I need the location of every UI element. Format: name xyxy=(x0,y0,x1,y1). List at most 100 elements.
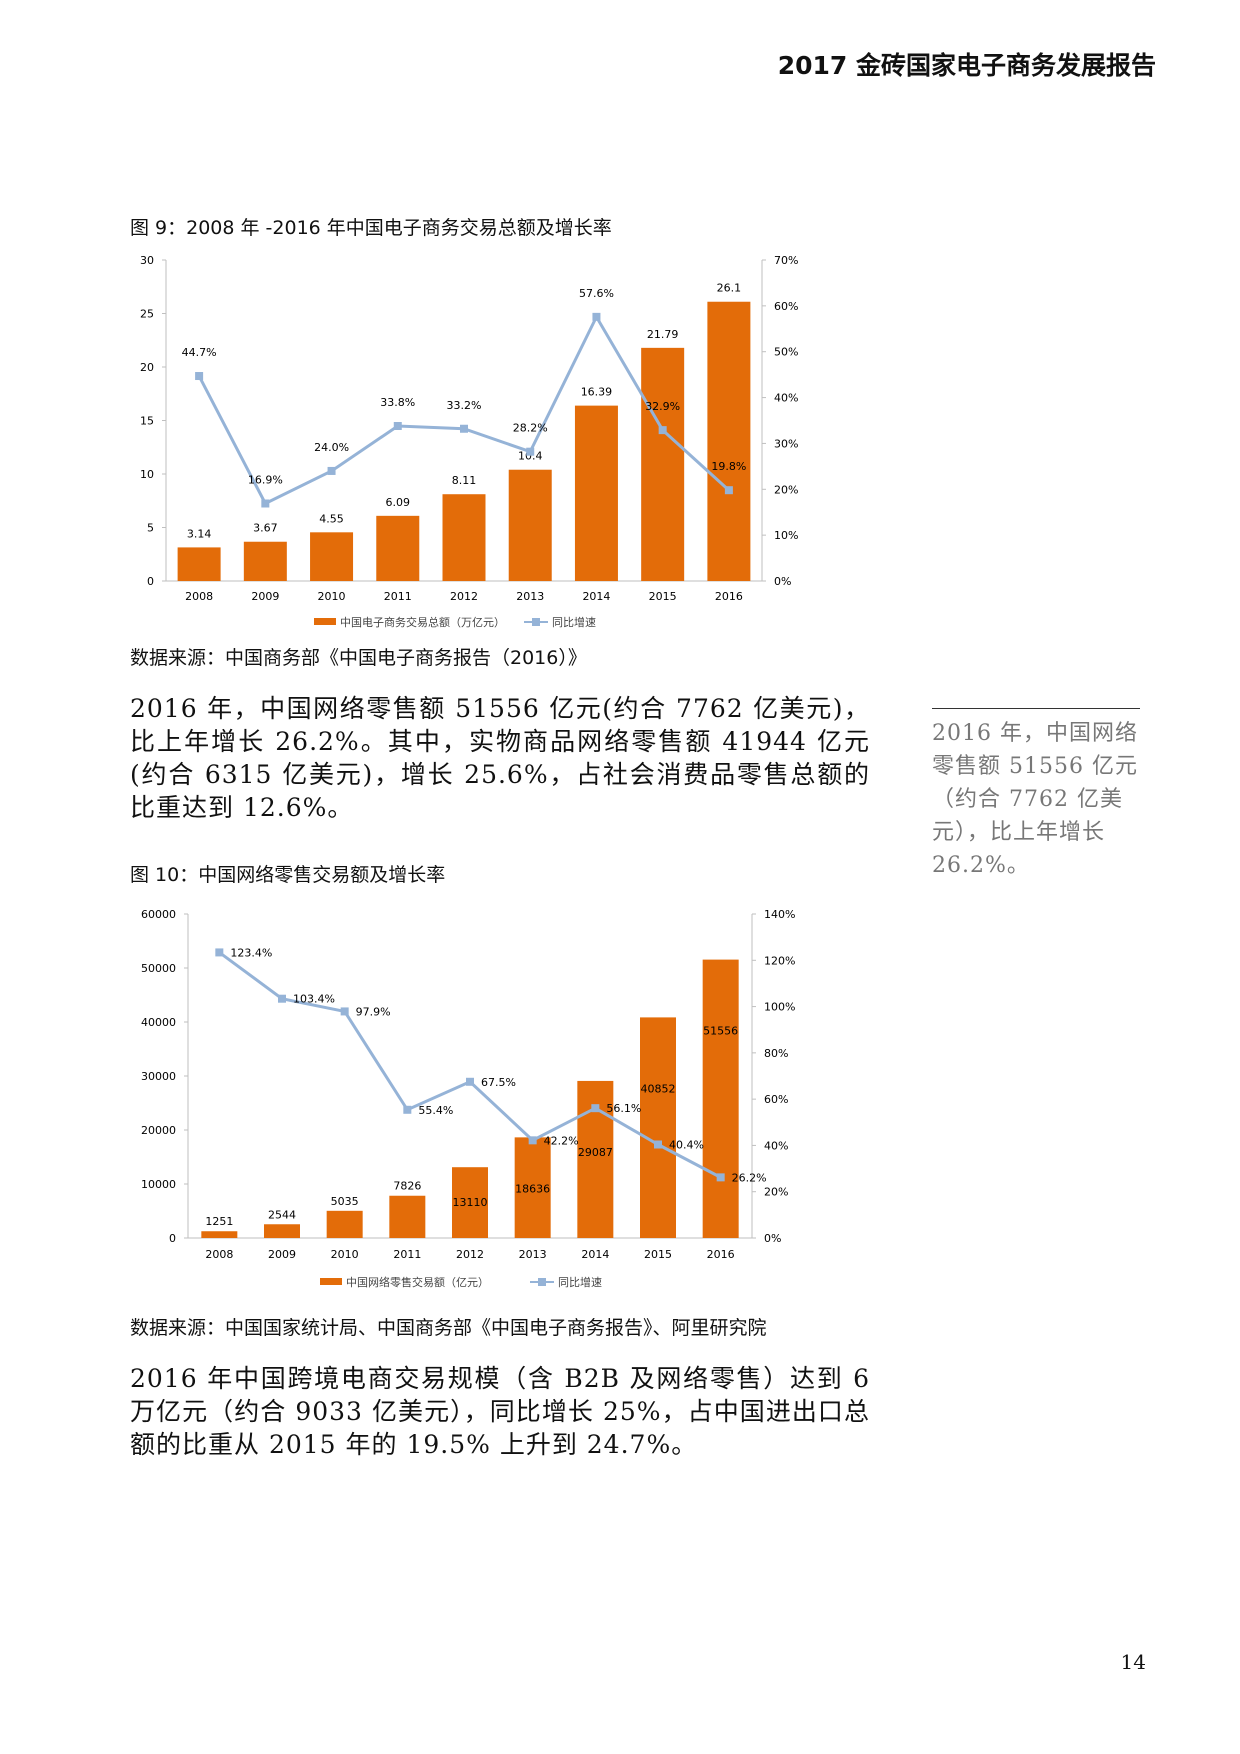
left-tick-label: 30000 xyxy=(141,1070,176,1083)
bar xyxy=(310,532,354,581)
growth-rate-point xyxy=(591,1104,600,1113)
category-label: 2008 xyxy=(185,590,213,603)
right-tick-label: 40% xyxy=(764,1139,788,1152)
bar xyxy=(326,1210,363,1238)
right-tick-label: 0% xyxy=(774,575,791,588)
bar-value-label: 26.1 xyxy=(717,282,742,295)
category-label: 2014 xyxy=(582,590,610,603)
bar-value-label: 2544 xyxy=(268,1208,296,1221)
category-label: 2016 xyxy=(707,1248,735,1261)
bar-value-label: 51556 xyxy=(703,1025,738,1038)
growth-rate-label: 97.9% xyxy=(356,1005,391,1018)
growth-rate-label: 57.6% xyxy=(579,287,614,300)
online-retail-chart: 0 10000 20000 30000 40000 50000 60000 0% 20% 40% 6… xyxy=(141,908,795,1289)
bar-value-label: 1251 xyxy=(205,1215,233,1228)
bar-value-label: 29087 xyxy=(578,1146,613,1159)
growth-rate-point xyxy=(327,466,336,475)
right-tick-label: 50% xyxy=(774,346,798,359)
bar-value-label: 3.67 xyxy=(253,522,277,535)
growth-rate-label: 123.4% xyxy=(230,946,272,959)
report-header-title: 2017 金砖国家电子商务发展报告 xyxy=(777,51,1156,80)
left-tick-label: 25 xyxy=(140,308,154,321)
bar-value-label: 5035 xyxy=(331,1195,359,1208)
growth-rate-point xyxy=(466,1077,474,1086)
growth-rate-point xyxy=(528,1136,537,1145)
category-label: 2011 xyxy=(393,1248,421,1261)
growth-rate-label: 26.2% xyxy=(732,1171,767,1184)
growth-rate-point xyxy=(393,422,402,431)
left-tick-label: 15 xyxy=(140,415,154,428)
bar xyxy=(264,1224,300,1238)
right-tick-label: 70% xyxy=(774,254,798,267)
bar xyxy=(514,1137,551,1238)
growth-rate-label: 42.2% xyxy=(544,1134,579,1147)
figure-9-caption: 图 9：2008 年 -2016 年中国电子商务交易总额及增长率 xyxy=(130,217,612,239)
bar xyxy=(389,1195,426,1238)
category-label: 2013 xyxy=(519,1248,547,1261)
legend-bar-swatch xyxy=(314,618,336,625)
left-tick-label: 10000 xyxy=(141,1178,176,1191)
bar-value-label: 18636 xyxy=(515,1183,550,1196)
growth-rate-label: 103.4% xyxy=(293,993,335,1006)
category-label: 2010 xyxy=(331,1248,359,1261)
growth-rate-label: 32.9% xyxy=(645,400,680,413)
bar xyxy=(641,347,685,581)
growth-rate-label: 67.5% xyxy=(481,1076,516,1089)
bar xyxy=(177,547,221,581)
bar-value-label: 13110 xyxy=(453,1196,488,1209)
growth-rate-label: 44.7% xyxy=(182,346,217,359)
ecommerce-volume-chart: 0 5 10 15 20 25 30 0% 10% 20% 30% 40% 50% 60% 70% 2008 2… xyxy=(140,254,798,629)
category-label: 2009 xyxy=(251,590,279,603)
bar xyxy=(640,1017,676,1238)
left-tick-label: 5 xyxy=(147,522,154,535)
left-tick-label: 0 xyxy=(169,1232,176,1245)
growth-rate-point xyxy=(592,312,601,321)
legend-bar-swatch xyxy=(320,1278,342,1285)
growth-rate-point xyxy=(278,994,286,1003)
figure-10-source: 数据来源：中国国家统计局、中国商务部《中国电子商务报告》、阿里研究院 xyxy=(130,1317,767,1339)
growth-rate-point xyxy=(261,499,270,508)
page-number: 14 xyxy=(1120,1650,1146,1674)
growth-rate-point xyxy=(215,948,224,957)
growth-rate-point xyxy=(403,1105,412,1114)
growth-rate-label: 56.1% xyxy=(606,1102,641,1115)
growth-rate-point xyxy=(654,1140,662,1149)
paragraph-cross-border: 2016 年中国跨境电商交易规模（含 B2B 及网络零售）达到 6 万亿元（约合… xyxy=(130,1364,870,1459)
category-label: 2011 xyxy=(384,590,412,603)
right-tick-label: 30% xyxy=(774,437,798,450)
bar-value-label: 6.09 xyxy=(386,496,411,509)
bar-value-label: 16.39 xyxy=(581,386,613,399)
left-tick-label: 10 xyxy=(140,468,154,481)
right-tick-label: 140% xyxy=(764,908,795,921)
right-tick-label: 120% xyxy=(764,954,795,967)
right-tick-label: 20% xyxy=(774,483,798,496)
left-tick-label: 30 xyxy=(140,254,154,267)
right-tick-label: 40% xyxy=(774,392,798,405)
right-tick-label: 0% xyxy=(764,1232,781,1245)
paragraph-online-retail: 2016 年，中国网络零售额 51556 亿元(约合 7762 亿美元)，比上年… xyxy=(130,694,870,822)
category-label: 2010 xyxy=(318,590,346,603)
right-tick-label: 100% xyxy=(764,1001,795,1014)
category-label: 2012 xyxy=(450,590,478,603)
growth-rate-point xyxy=(716,1173,725,1182)
bar-value-label: 8.11 xyxy=(452,474,477,487)
bar-value-label: 7826 xyxy=(393,1180,421,1193)
category-label: 2015 xyxy=(644,1248,672,1261)
growth-rate-point xyxy=(340,1007,349,1016)
right-tick-label: 60% xyxy=(774,300,798,313)
category-label: 2016 xyxy=(715,590,743,603)
bar-value-label: 4.55 xyxy=(319,512,344,525)
left-tick-label: 50000 xyxy=(141,962,176,975)
right-tick-label: 80% xyxy=(764,1047,788,1060)
figure-9-source: 数据来源：中国商务部《中国电子商务报告（2016）》 xyxy=(130,647,587,669)
category-label: 2012 xyxy=(456,1248,484,1261)
growth-rate-point xyxy=(195,372,204,381)
left-tick-label: 0 xyxy=(147,575,154,588)
growth-rate-point xyxy=(658,426,667,435)
bar xyxy=(508,469,552,581)
bar-value-label: 21.79 xyxy=(647,328,679,341)
growth-rate-label: 16.9% xyxy=(248,474,283,487)
left-tick-label: 20000 xyxy=(141,1124,176,1137)
right-tick-label: 10% xyxy=(774,529,798,542)
growth-rate-label: 55.4% xyxy=(418,1104,453,1117)
